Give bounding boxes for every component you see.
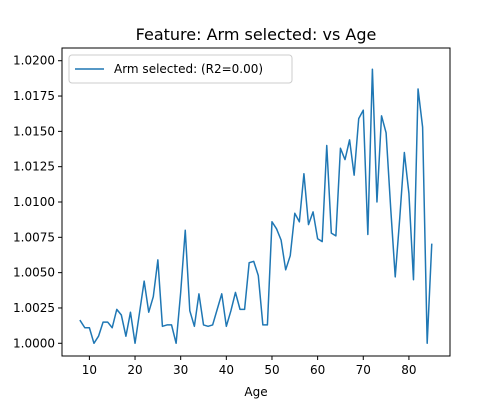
- legend-label: Arm selected: (R2=0.00): [114, 62, 263, 76]
- y-tick-label: 1.0000: [13, 336, 55, 350]
- x-tick-label: 70: [356, 363, 371, 377]
- chart-title: Feature: Arm selected: vs Age: [136, 25, 377, 44]
- x-tick-label: 10: [82, 363, 97, 377]
- x-axis-label: Age: [244, 385, 267, 399]
- y-tick-label: 1.0050: [13, 266, 55, 280]
- y-tick-label: 1.0125: [13, 160, 55, 174]
- y-tick-label: 1.0075: [13, 230, 55, 244]
- series-line-0: [79, 68, 433, 345]
- y-tick-label: 1.0200: [13, 54, 55, 68]
- x-tick-label: 80: [401, 363, 416, 377]
- plot-area: [79, 68, 433, 345]
- axes: 10 20 30 40 50 60 70 80 1.0000 1.0025 1.0050 1.0075…: [13, 54, 417, 377]
- axes-frame: [61, 47, 451, 357]
- x-tick-label: 50: [264, 363, 279, 377]
- x-tick-label: 60: [310, 363, 325, 377]
- y-tick-label: 1.0025: [13, 301, 55, 315]
- legend: Arm selected: (R2=0.00): [68, 54, 293, 84]
- x-tick-label: 20: [127, 363, 142, 377]
- y-tick-label: 1.0100: [13, 195, 55, 209]
- legend-box: [68, 54, 293, 84]
- x-tick-label: 30: [173, 363, 188, 377]
- y-tick-label: 1.0150: [13, 124, 55, 138]
- y-tick-label: 1.0175: [13, 89, 55, 103]
- x-tick-label: 40: [219, 363, 234, 377]
